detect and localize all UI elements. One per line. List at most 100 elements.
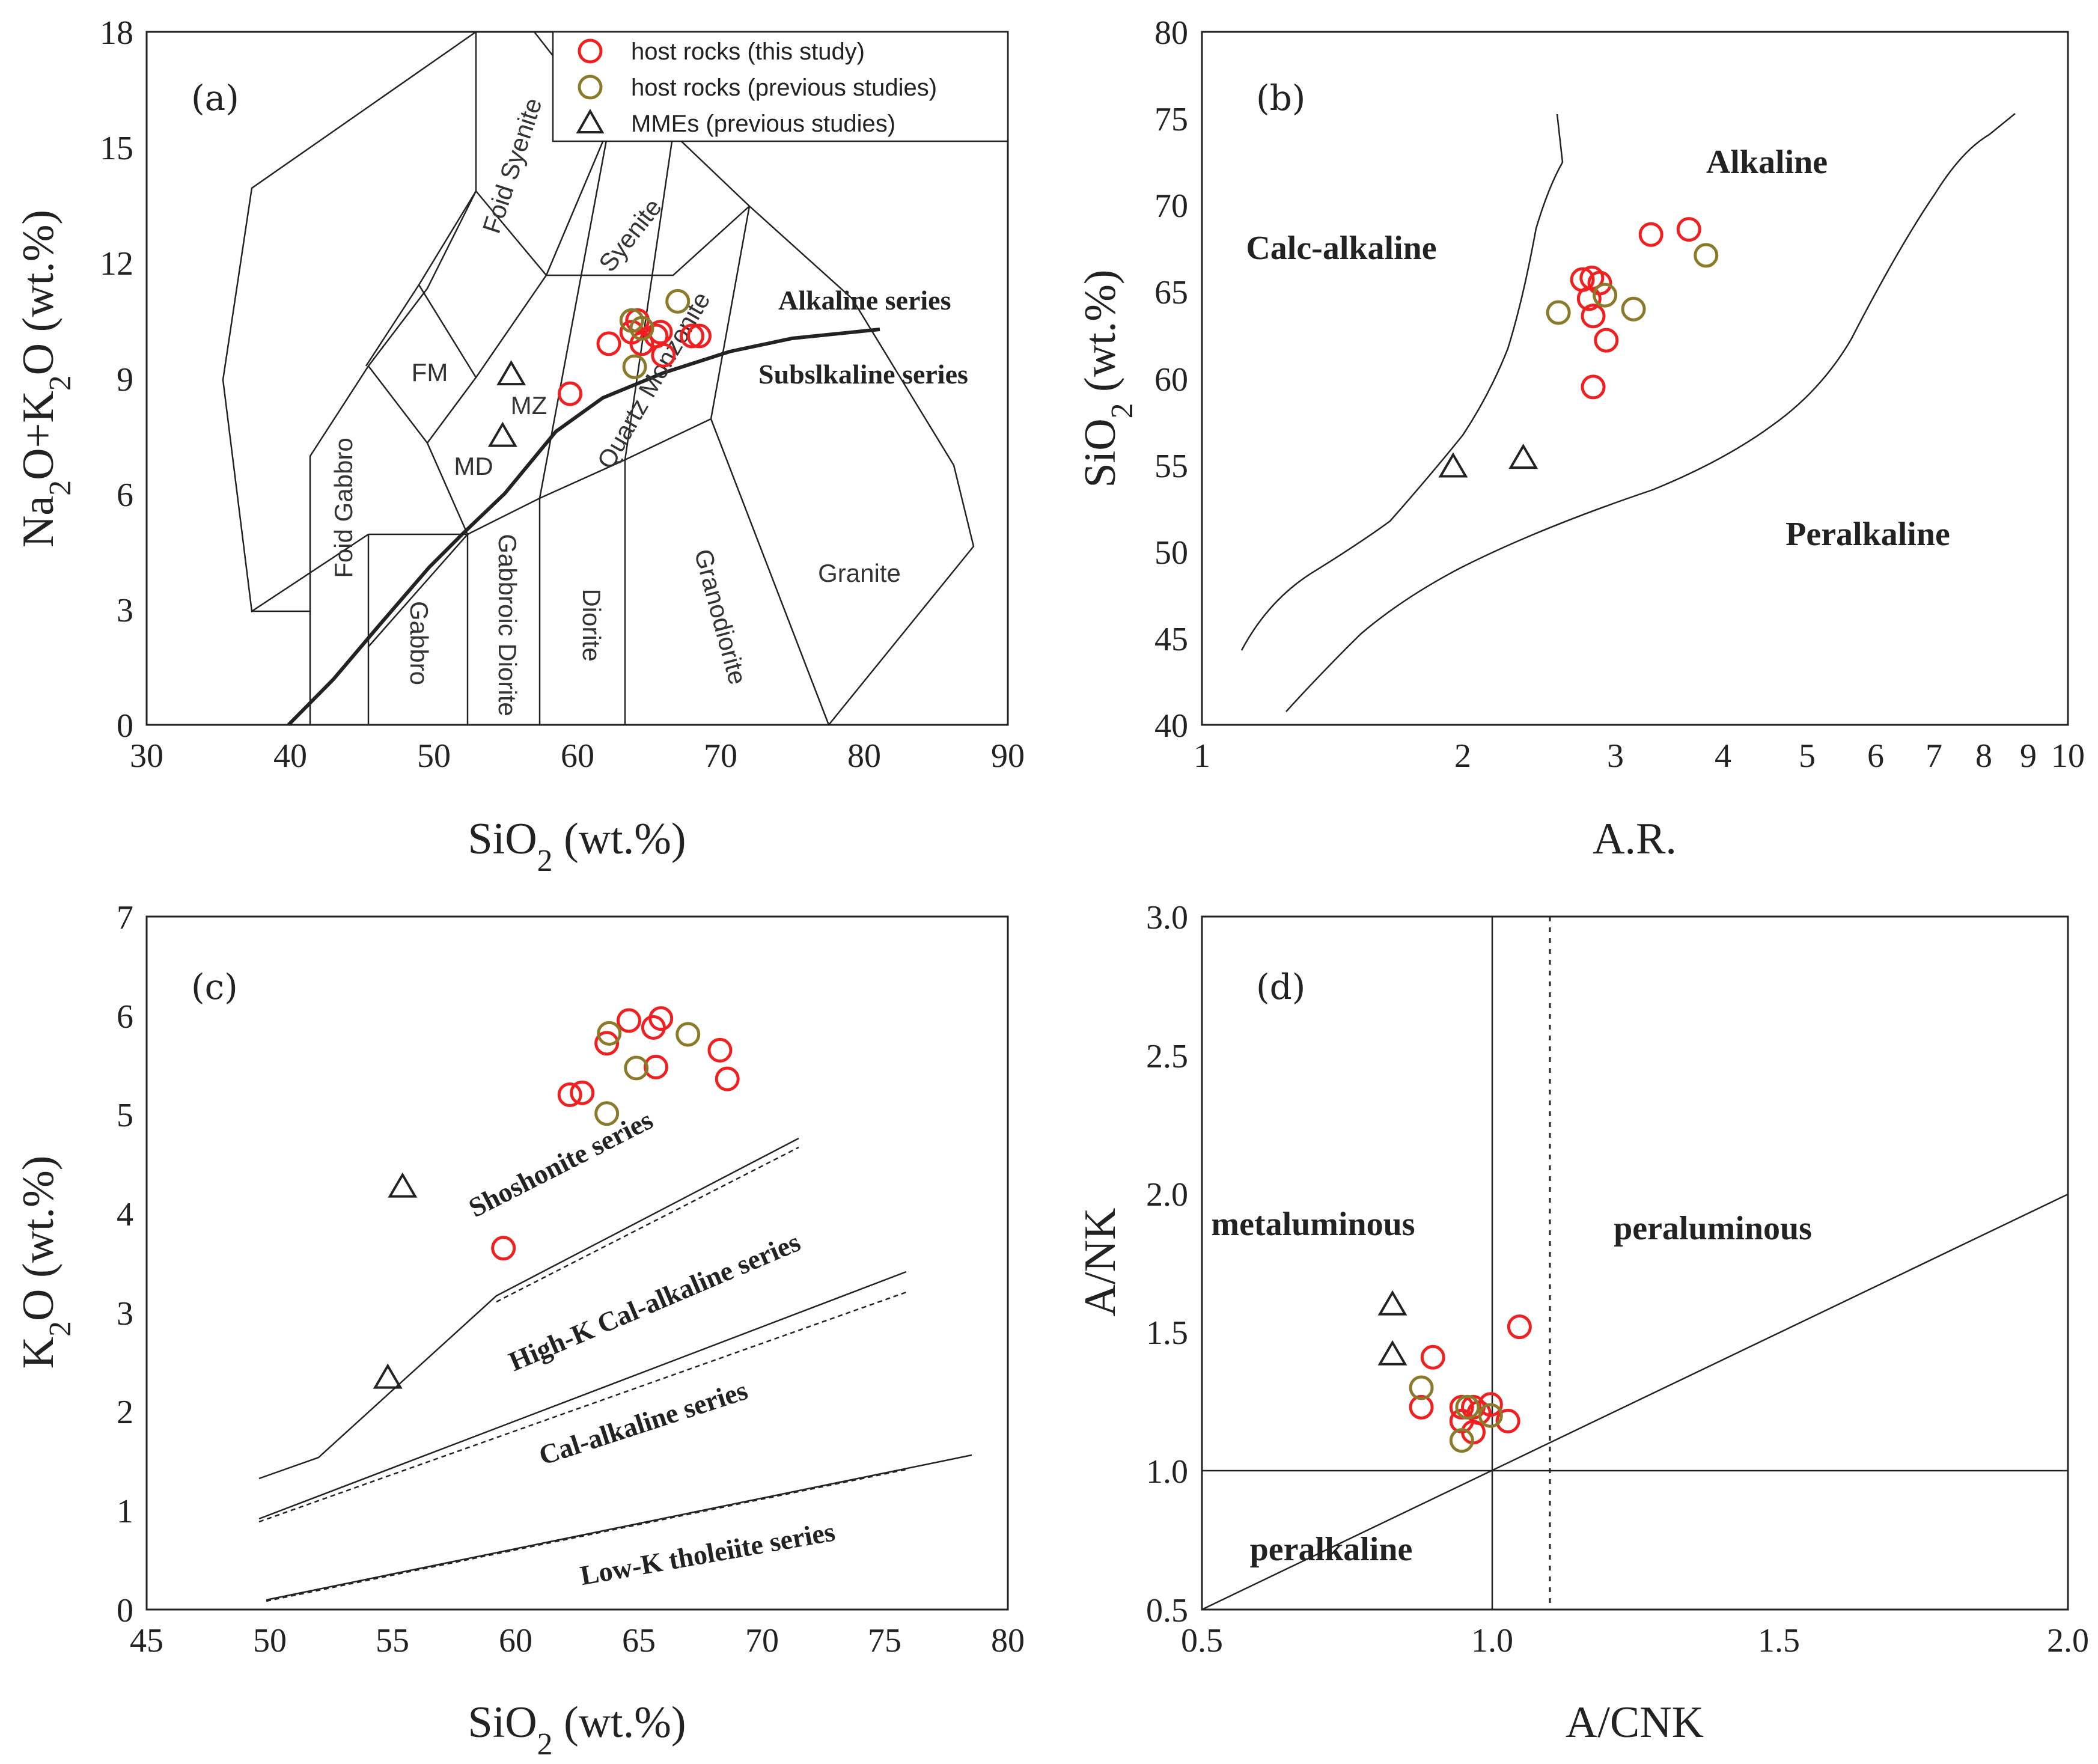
- previous-studies-circle-marker: [1694, 243, 1719, 268]
- panel-a-x-ticks: 30 40 50 60 70 80 90: [130, 737, 1025, 775]
- region-label: Alkaline: [1706, 144, 1828, 181]
- panel-a-x-tick: 40: [273, 737, 307, 775]
- panel-c-axes-frame: [145, 915, 1009, 1611]
- panel-b-y-tick: 55: [1154, 448, 1188, 485]
- region-label: Cal-alkaline series: [535, 1375, 751, 1471]
- panel-b-y-tick: 80: [1154, 14, 1188, 52]
- panel-a-x-tick: 30: [130, 737, 163, 775]
- mme-triangle-marker: [388, 1172, 418, 1198]
- this-study-circle-marker: [1409, 1394, 1434, 1420]
- panel-c-y-tick: 6: [117, 998, 133, 1036]
- panel-b-y-tick: 65: [1154, 274, 1188, 311]
- panel-a-x-tick: 90: [991, 737, 1025, 775]
- this-study-circle-marker: [644, 1054, 669, 1079]
- panel-b-x-axis-label: A.R.: [1593, 814, 1677, 864]
- previous-studies-circle-marker: [629, 316, 654, 341]
- panel-d-x-tick: 2.0: [2047, 1622, 2089, 1659]
- mme-triangle-marker: [496, 360, 526, 386]
- mme-triangle-marker: [1438, 452, 1468, 478]
- panel-c-x-tick: 55: [376, 1622, 409, 1659]
- panel-b-data-marks: [1438, 217, 1719, 478]
- panel-d-x-ticks: 0.5 1.0 1.5 2.0: [1181, 1622, 2089, 1659]
- panel-b-x-tick: 9: [2020, 737, 2037, 775]
- panel-c-x-tick: 65: [622, 1622, 656, 1659]
- panel-b-x-tick: 2: [1454, 737, 1471, 775]
- panel-a-x-tick: 50: [417, 737, 451, 775]
- panel-d-y-tick: 2.5: [1146, 1038, 1188, 1075]
- this-study-circle-marker: [648, 1006, 674, 1031]
- panel-b-y-axis-label: SiO2 (wt.%): [1076, 270, 1139, 488]
- panel-d-data-marks: [1377, 1290, 1532, 1453]
- panel-d-y-tick: 2.0: [1146, 1176, 1188, 1213]
- panel-c-series-boundaries: [258, 1137, 972, 1602]
- panel-a-region-labels: Foid Syenite Syenite FM MZ MD Quartz Mon…: [329, 94, 901, 716]
- panel-a-y-tick: 15: [100, 130, 133, 167]
- panel-b-y-ticks: 40 45 50 55 60 65 70 75 80: [1154, 14, 1188, 745]
- panel-b-x-ticks: 1 2 3 4 5 6 7 8 9 10: [1194, 737, 2085, 775]
- alkaline-peralkaline-boundary: [1285, 113, 2016, 712]
- region-label: Gabbroic Diorite: [493, 534, 522, 716]
- previous-studies-circle-marker: [1449, 1428, 1474, 1453]
- this-study-circle-marker: [687, 323, 712, 349]
- previous-studies-circle-marker: [665, 288, 691, 314]
- region-label: peralkaline: [1250, 1531, 1413, 1568]
- mme-triangle-marker: [373, 1363, 403, 1389]
- panel-a-x-axis-label: SiO2 (wt.%): [468, 814, 686, 878]
- this-study-circle-marker: [1420, 1344, 1445, 1370]
- panel-d-y-tick: 1.5: [1146, 1314, 1188, 1352]
- panel-b-y-tick: 70: [1154, 188, 1188, 225]
- panel-b-y-tick: 50: [1154, 534, 1188, 572]
- this-study-circle-marker: [707, 1037, 733, 1063]
- panel-b-x-tick: 10: [2051, 737, 2085, 775]
- this-study-circle-marker: [596, 331, 621, 356]
- panel-c-y-tick: 5: [117, 1097, 133, 1134]
- region-label: Foid Syenite: [477, 94, 547, 237]
- panel-b-x-tick: 1: [1194, 737, 1210, 775]
- panel-d-x-tick: 1.0: [1471, 1622, 1513, 1659]
- this-study-circle-marker: [1495, 1408, 1520, 1433]
- panel-c-label: (c): [191, 966, 238, 1007]
- this-study-circle-marker: [715, 1066, 740, 1091]
- region-label: Syenite: [593, 193, 667, 276]
- panel-b-axes-frame: [1201, 31, 2069, 726]
- mme-triangle-marker: [1377, 1340, 1407, 1366]
- previous-studies-circle-marker: [675, 1022, 701, 1047]
- region-label: Granite: [818, 559, 901, 587]
- previous-studies-circle-marker: [597, 1021, 622, 1046]
- region-label: Calc-alkaline: [1246, 230, 1436, 267]
- this-study-circle-marker: [594, 1031, 620, 1056]
- panel-d-x-axis-label: A/CNK: [1566, 1698, 1704, 1747]
- region-label: Shoshonite series: [464, 1104, 658, 1223]
- subalkaline-series-label: Subslkaline series: [758, 359, 968, 389]
- panel-a-y-tick: 12: [100, 245, 133, 282]
- panel-d-axes-frame: [1201, 915, 2069, 1611]
- panel-b-x-tick: 3: [1607, 737, 1624, 775]
- region-label: Foid Gabbro: [329, 438, 358, 578]
- panel-a-label: (a): [191, 78, 239, 118]
- previous-studies-circle-marker: [1593, 282, 1618, 308]
- mme-triangle-marker: [1377, 1290, 1407, 1316]
- panel-c-x-axis-label: SiO2 (wt.%): [468, 1698, 686, 1762]
- panel-d-y-tick: 0.5: [1146, 1592, 1188, 1629]
- panel-c-x-ticks: 45 50 55 60 65 70 75 80: [130, 1622, 1025, 1659]
- region-label: Peralkaline: [1785, 516, 1950, 553]
- this-study-circle-marker: [557, 1082, 582, 1107]
- this-study-circle-marker: [558, 381, 583, 406]
- panel-b-y-tick: 45: [1154, 621, 1188, 658]
- this-study-circle-marker: [1581, 304, 1606, 329]
- panel-d-y-tick: 3.0: [1146, 899, 1188, 936]
- panel-c-y-tick: 3: [117, 1295, 133, 1332]
- panel-d-boundaries: [1201, 917, 2069, 1611]
- panel-c: 45 50 55 60 65 70 75 80 0 1 2 3 4 5 6 7 …: [14, 899, 1025, 1762]
- panel-c-y-tick: 7: [117, 899, 133, 936]
- legend-marker-previous: [578, 75, 603, 100]
- previous-studies-circle-marker: [594, 1101, 620, 1126]
- previous-studies-circle-marker: [1621, 296, 1646, 322]
- panel-c-x-tick: 80: [991, 1622, 1025, 1659]
- calc-alkaline-alkaline-boundary: [1240, 114, 1564, 651]
- panel-a-y-tick: 0: [117, 707, 133, 745]
- panel-b-label: (b): [1256, 78, 1305, 118]
- panel-b-x-tick: 8: [1975, 737, 1992, 775]
- this-study-circle-marker: [1594, 328, 1619, 353]
- panel-d-x-tick: 1.5: [1758, 1622, 1800, 1659]
